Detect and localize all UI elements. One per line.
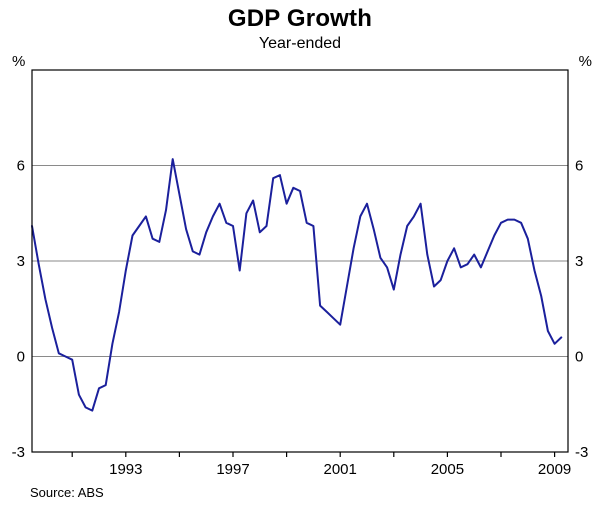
y-axis-unit-right: % xyxy=(578,53,592,70)
y-axis-tick-label-left: -3 xyxy=(12,444,25,461)
chart-subtitle: Year-ended xyxy=(258,35,342,52)
y-axis-tick-label-right: 0 xyxy=(575,349,583,366)
y-axis-tick-label-right: 6 xyxy=(575,158,583,175)
chart-title: GDP Growth xyxy=(227,5,373,32)
x-axis-tick-label: 2009 xyxy=(538,461,571,478)
source-note: Source: ABS xyxy=(30,485,104,500)
x-axis-tick-label: 1993 xyxy=(109,461,142,478)
plot-frame xyxy=(31,69,569,453)
y-axis-unit-left: % xyxy=(12,53,26,70)
y-axis-tick-label-right: 3 xyxy=(575,253,583,270)
y-axis-tick-label-left: 0 xyxy=(17,349,25,366)
x-axis-tick-label: 2001 xyxy=(324,461,357,478)
y-axis-tick-label-left: 3 xyxy=(17,253,25,270)
y-axis-tick-label-left: 6 xyxy=(17,158,25,175)
data-series-line xyxy=(31,158,563,412)
x-axis-tick-label: 2005 xyxy=(431,461,464,478)
y-axis-tick-label-right: -3 xyxy=(575,444,588,461)
x-axis-tick-label: 1997 xyxy=(216,461,249,478)
